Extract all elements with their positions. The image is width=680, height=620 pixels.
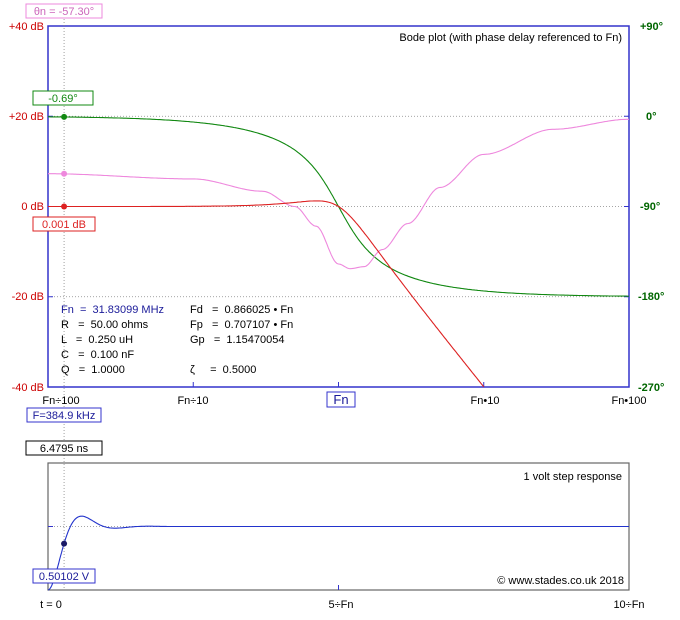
voltage-readout-box [32,568,96,584]
phase-tick-label: -180° [638,291,664,303]
phase-axis: +90° 0° -90° -180° -270° [638,21,664,394]
gain-readout-box [32,216,96,232]
phase-tick-label: -90° [640,201,660,213]
bode-plot: Bode plot (with phase delay referenced t… [9,3,664,440]
step-cursor-dot [61,540,68,547]
step-response-trace [47,515,629,591]
phase-tick-label: 0° [646,111,657,123]
phase-tick-label: -270° [638,382,664,394]
step-title: 1 volt step response [524,471,622,483]
step-response-plot: 1 volt step response © www.stades.co.uk … [25,440,645,611]
voltage-readout: 0.50102 V [39,571,90,583]
time-tick-label: 5÷Fn [329,599,354,611]
bode-title: Bode plot (with phase delay referenced t… [399,32,622,44]
phase-delay-readout-box [25,3,103,19]
freq-tick-label: Fn÷100 [42,395,79,407]
freq-tick-label: Fn•100 [611,395,646,407]
frequency-axis: Fn÷100 Fn÷10 Fn Fn•10 Fn•100 [42,391,647,408]
time-readout-box [25,440,103,456]
param-r: R = 50.00 ohms [61,319,149,331]
bode-traces [48,113,629,388]
param-c: C = 0.100 nF [61,349,134,361]
phase-delay-readout: θn = -57.30° [34,6,94,18]
gain-tick-label: -40 dB [12,382,44,394]
freq-tick-label: Fn•10 [471,395,500,407]
param-q: Q = 1.0000 [61,364,125,376]
parameter-info: Fn = 31.83099 MHz R = 50.00 ohms L = 0.2… [61,304,293,376]
phase-readout: -0.69° [48,93,77,105]
gain-tick-label: +20 dB [9,111,44,123]
phase-tick-label: +90° [640,21,663,33]
gain-trace [48,200,485,388]
phase-delay-trace [48,118,629,270]
phase-readout-box [32,90,94,106]
copyright-text: © www.stades.co.uk 2018 [497,575,624,587]
gain-tick-label: 0 dB [21,201,44,213]
param-fp: Fp = 0.707107 • Fn [190,319,293,331]
cursor-readouts: θn = -57.30° -0.69° 0.001 dB F=384.9 kHz [25,3,103,423]
gain-tick-label: -20 dB [12,291,44,303]
param-fn: Fn = 31.83099 MHz [61,304,164,316]
gain-cursor-dot [61,203,68,210]
freq-tick-label: Fn÷10 [177,395,208,407]
phase-delay-cursor-dot [61,170,68,177]
frequency-readout: F=384.9 kHz [33,410,96,422]
param-gp: Gp = 1.15470054 [190,334,285,346]
gain-tick-label: +40 dB [9,21,44,33]
gain-axis: +40 dB +20 dB 0 dB -20 dB -40 dB [9,21,44,394]
gain-readout: 0.001 dB [42,219,86,231]
param-zeta: ζ = 0.5000 [190,364,256,376]
fn-marker-box[interactable] [326,391,356,408]
param-l: L = 0.250 uH [61,334,133,346]
time-readout: 6.4795 ns [40,443,89,455]
frequency-readout-box [26,407,102,423]
time-tick-label: 10÷Fn [613,599,644,611]
param-fd: Fd = 0.866025 • Fn [190,304,293,316]
step-traces [47,515,629,591]
freq-tick-label-fn[interactable]: Fn [333,392,348,407]
phase-cursor-dot [61,113,68,120]
time-tick-label: t = 0 [40,599,62,611]
